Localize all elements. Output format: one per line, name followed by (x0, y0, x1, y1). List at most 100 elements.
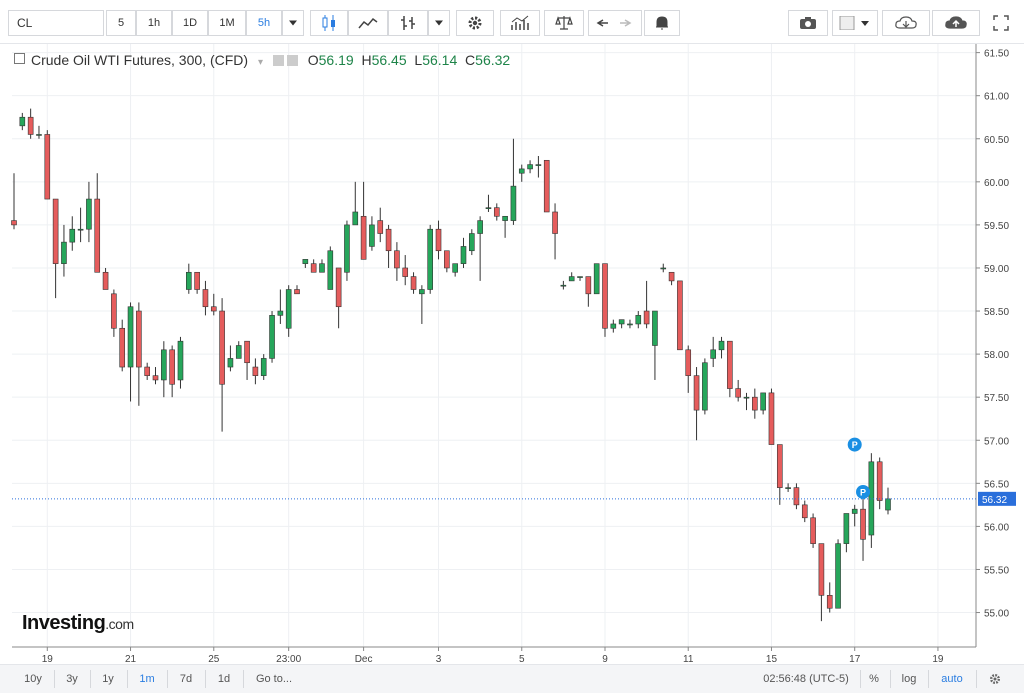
studies-button[interactable] (500, 10, 540, 36)
bottom-settings-button[interactable] (984, 670, 1006, 688)
remove-icon[interactable] (286, 55, 298, 66)
candle[interactable] (194, 271, 200, 294)
candle[interactable] (452, 263, 458, 277)
candle[interactable] (227, 345, 234, 372)
candle[interactable] (793, 483, 800, 510)
candle[interactable] (868, 453, 875, 548)
candle[interactable] (319, 259, 325, 273)
candle[interactable] (493, 203, 500, 221)
candle[interactable] (469, 229, 475, 256)
candle[interactable] (602, 263, 608, 337)
candle[interactable] (302, 259, 309, 268)
candle[interactable] (11, 173, 17, 230)
candle[interactable] (577, 276, 583, 281)
candle[interactable] (518, 164, 525, 182)
candle[interactable] (727, 340, 733, 398)
candle[interactable] (610, 319, 617, 333)
legend-dropdown-icon[interactable]: ▾ (257, 57, 263, 68)
candle[interactable] (527, 160, 533, 174)
candle[interactable] (477, 216, 483, 281)
candle[interactable] (785, 483, 791, 492)
interval-5h-button[interactable]: 5h (246, 10, 282, 36)
collapse-legend-icon[interactable] (14, 53, 25, 64)
candle[interactable] (252, 358, 259, 385)
candle[interactable] (826, 582, 833, 613)
candle[interactable] (27, 108, 34, 139)
candle[interactable] (752, 388, 758, 419)
candle[interactable] (202, 280, 209, 316)
candle[interactable] (485, 194, 492, 212)
range-7d-button[interactable]: 7d (179, 673, 193, 685)
candle[interactable] (77, 207, 84, 243)
candle[interactable] (36, 125, 42, 139)
candle[interactable] (677, 280, 683, 351)
candle[interactable] (801, 500, 808, 523)
indicators-button[interactable] (388, 10, 428, 36)
candle[interactable] (718, 336, 725, 359)
candle[interactable] (593, 263, 600, 295)
candle[interactable] (352, 181, 359, 226)
candle[interactable] (818, 543, 825, 622)
range-10y-button[interactable]: 10y (24, 673, 42, 685)
candle[interactable] (768, 388, 775, 445)
cloud-save-button[interactable] (932, 10, 980, 36)
candles-type-button[interactable] (310, 10, 348, 36)
candle[interactable] (568, 272, 575, 282)
auto-toggle[interactable]: auto (941, 673, 963, 685)
candle[interactable] (760, 392, 766, 415)
candle[interactable] (369, 216, 375, 251)
candle[interactable] (102, 267, 109, 290)
candle[interactable] (260, 354, 267, 380)
candle[interactable] (235, 341, 242, 359)
candle[interactable] (618, 319, 625, 329)
candle[interactable] (660, 263, 667, 273)
candle[interactable] (702, 358, 708, 415)
event-marker[interactable] (847, 437, 862, 452)
candle[interactable] (410, 272, 417, 294)
interval-dropdown-button[interactable] (282, 10, 304, 36)
candle[interactable] (244, 340, 250, 380)
candle[interactable] (735, 379, 741, 402)
candle[interactable] (127, 302, 134, 402)
candle[interactable] (627, 319, 633, 329)
candle[interactable] (285, 285, 292, 337)
candle[interactable] (186, 263, 192, 294)
candle[interactable] (860, 487, 866, 561)
compare-button[interactable] (544, 10, 584, 36)
candle[interactable] (327, 246, 334, 290)
candle[interactable] (835, 539, 841, 609)
candle[interactable] (402, 255, 409, 286)
candle[interactable] (560, 280, 567, 290)
range-1y-button[interactable]: 1y (102, 673, 114, 685)
settings-button[interactable] (456, 10, 494, 36)
candle[interactable] (277, 289, 284, 324)
candle[interactable] (144, 362, 150, 380)
candle[interactable] (360, 181, 367, 260)
candle[interactable] (685, 345, 692, 393)
candle[interactable] (52, 198, 59, 299)
cloud-load-button[interactable] (882, 10, 930, 36)
candle[interactable] (169, 345, 175, 398)
candle[interactable] (635, 311, 642, 329)
candle[interactable] (460, 237, 467, 268)
candle[interactable] (310, 259, 317, 273)
eye-icon[interactable] (272, 55, 284, 66)
candle[interactable] (843, 513, 850, 553)
log-toggle[interactable]: log (901, 673, 917, 685)
fullscreen-button[interactable] (984, 10, 1018, 36)
range-1m-button[interactable]: 1m (139, 673, 155, 685)
candle[interactable] (810, 513, 816, 548)
candle[interactable] (668, 271, 675, 286)
candle[interactable] (427, 224, 433, 294)
candle[interactable] (885, 487, 891, 515)
candle[interactable] (385, 224, 392, 268)
candle[interactable] (111, 289, 117, 337)
candle[interactable] (510, 138, 517, 225)
candle[interactable] (19, 112, 26, 131)
candle[interactable] (710, 336, 717, 368)
interval-1h-button[interactable]: 1h (136, 10, 172, 36)
candle[interactable] (94, 173, 101, 273)
snapshot-button[interactable] (788, 10, 828, 36)
candle[interactable] (552, 203, 558, 260)
interval-1d-button[interactable]: 1D (172, 10, 208, 36)
